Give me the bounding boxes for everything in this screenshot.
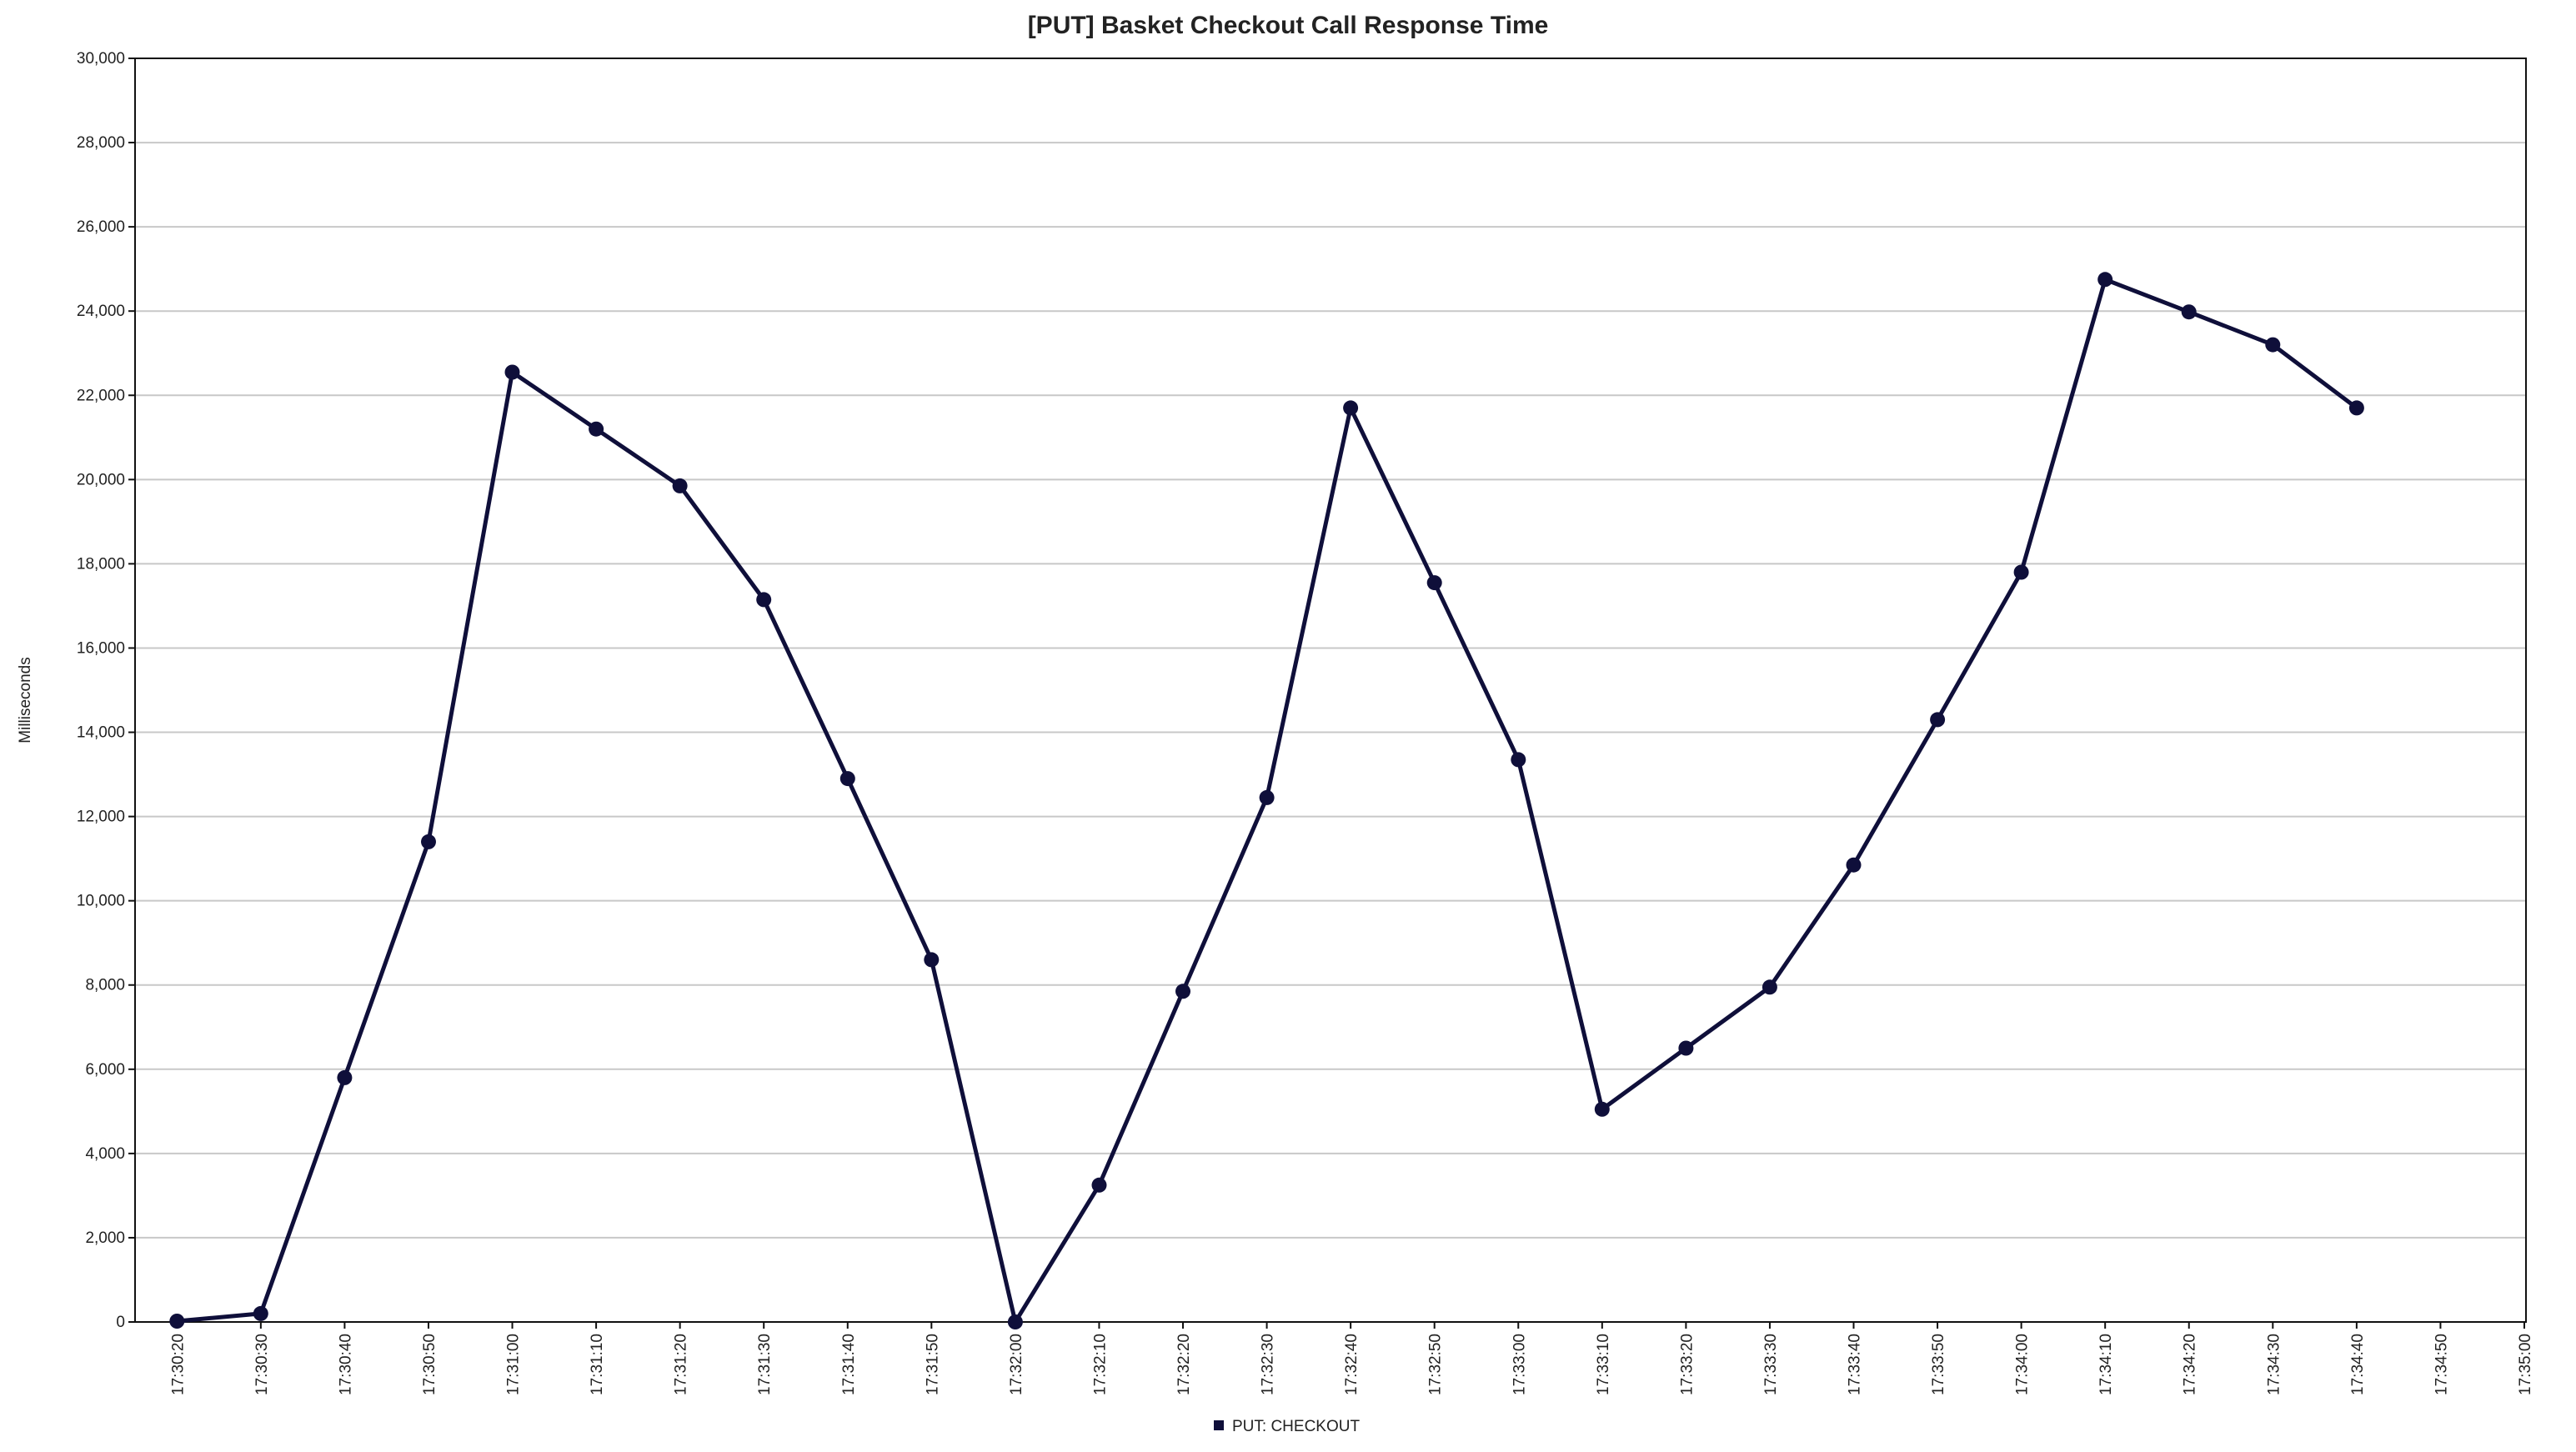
data-point (924, 952, 940, 968)
x-tick-label: 17:35:00 (2517, 1334, 2534, 1395)
y-tick-label: 18,000 (77, 555, 125, 573)
x-axis-ticks: 17:30:20 17:30:30 17:30:40 17:30:50 17:31:00… (169, 1322, 2534, 1395)
chart-title: [PUT] Basket Checkout Call Response Time (1028, 12, 1549, 39)
x-tick-label: 17:30:20 (169, 1334, 187, 1395)
x-tick-label: 17:32:40 (1343, 1334, 1361, 1395)
data-point (2181, 304, 2197, 320)
y-tick-label: 14,000 (77, 724, 125, 742)
x-tick-label: 17:30:50 (421, 1334, 439, 1395)
x-tick-label: 17:31:20 (673, 1334, 690, 1395)
x-tick-label: 17:32:50 (1427, 1334, 1445, 1395)
data-point (672, 478, 688, 493)
data-point (1930, 712, 1946, 728)
x-tick-label: 17:32:30 (1260, 1334, 1277, 1395)
data-point (1175, 984, 1190, 999)
x-tick-label: 17:34:40 (2349, 1334, 2367, 1395)
gridlines (135, 142, 2526, 1239)
y-axis-ticks: 0 2,000 4,000 6,000 8,000 10,000 12,000 14,000 1… (77, 50, 135, 1331)
data-point (1343, 400, 1359, 416)
y-tick-label: 8,000 (85, 977, 125, 994)
x-tick-label: 17:34:00 (2014, 1334, 2032, 1395)
data-point (1426, 575, 1442, 591)
data-point (169, 1314, 185, 1329)
data-point (1091, 1177, 1107, 1193)
y-tick-label: 24,000 (77, 303, 125, 320)
x-tick-label: 17:31:40 (840, 1334, 858, 1395)
x-tick-label: 17:33:30 (1762, 1334, 1780, 1395)
x-tick-label: 17:34:10 (2097, 1334, 2115, 1395)
data-point (589, 421, 604, 437)
x-tick-label: 17:31:00 (505, 1334, 523, 1395)
data-point (756, 592, 772, 608)
data-point (2097, 272, 2113, 288)
x-tick-label: 17:34:30 (2265, 1334, 2283, 1395)
plot-area (134, 58, 2527, 1323)
data-point (1594, 1101, 1610, 1117)
data-point (421, 834, 436, 849)
data-point (1511, 752, 1526, 768)
data-point (1678, 1040, 1694, 1056)
data-point (337, 1069, 353, 1085)
y-tick-label: 6,000 (85, 1061, 125, 1079)
x-tick-label: 17:33:10 (1595, 1334, 1612, 1395)
y-tick-label: 10,000 (77, 893, 125, 910)
y-tick-label: 0 (116, 1314, 125, 1331)
x-tick-label: 17:31:10 (589, 1334, 606, 1395)
data-point (1007, 1314, 1023, 1329)
data-point (839, 771, 855, 787)
y-tick-label: 12,000 (77, 809, 125, 826)
x-tick-label: 17:32:00 (1008, 1334, 1025, 1395)
y-axis-label: Milliseconds (17, 657, 34, 743)
x-tick-label: 17:33:00 (1511, 1334, 1528, 1395)
x-tick-label: 17:30:30 (253, 1334, 271, 1395)
x-tick-label: 17:30:40 (337, 1334, 354, 1395)
x-tick-label: 17:32:20 (1175, 1334, 1193, 1395)
data-point (1762, 979, 1777, 995)
legend-swatch (1214, 1420, 1224, 1430)
legend-label: PUT: CHECKOUT (1232, 1418, 1360, 1435)
data-point (504, 364, 520, 380)
y-tick-label: 28,000 (77, 134, 125, 152)
data-point (1259, 789, 1275, 805)
x-tick-label: 17:33:40 (1847, 1334, 1864, 1395)
x-tick-label: 17:34:50 (2433, 1334, 2450, 1395)
y-tick-label: 22,000 (77, 387, 125, 404)
x-tick-label: 17:31:50 (924, 1334, 941, 1395)
data-point (2348, 400, 2364, 416)
data-point (2265, 337, 2281, 353)
y-tick-label: 2,000 (85, 1229, 125, 1247)
y-tick-label: 30,000 (77, 50, 125, 68)
y-tick-label: 20,000 (77, 471, 125, 488)
data-point (1846, 857, 1862, 873)
legend: PUT: CHECKOUT (1214, 1418, 1360, 1435)
y-tick-label: 16,000 (77, 639, 125, 657)
series-layer (169, 272, 2364, 1329)
x-tick-label: 17:31:30 (756, 1334, 774, 1395)
x-tick-label: 17:33:20 (1678, 1334, 1696, 1395)
x-tick-label: 17:33:50 (1930, 1334, 1947, 1395)
y-tick-label: 4,000 (85, 1145, 125, 1163)
x-tick-label: 17:32:10 (1091, 1334, 1109, 1395)
y-tick-label: 26,000 (77, 218, 125, 236)
data-point (2013, 564, 2029, 580)
x-tick-label: 17:34:20 (2182, 1334, 2199, 1395)
data-point (253, 1305, 268, 1321)
